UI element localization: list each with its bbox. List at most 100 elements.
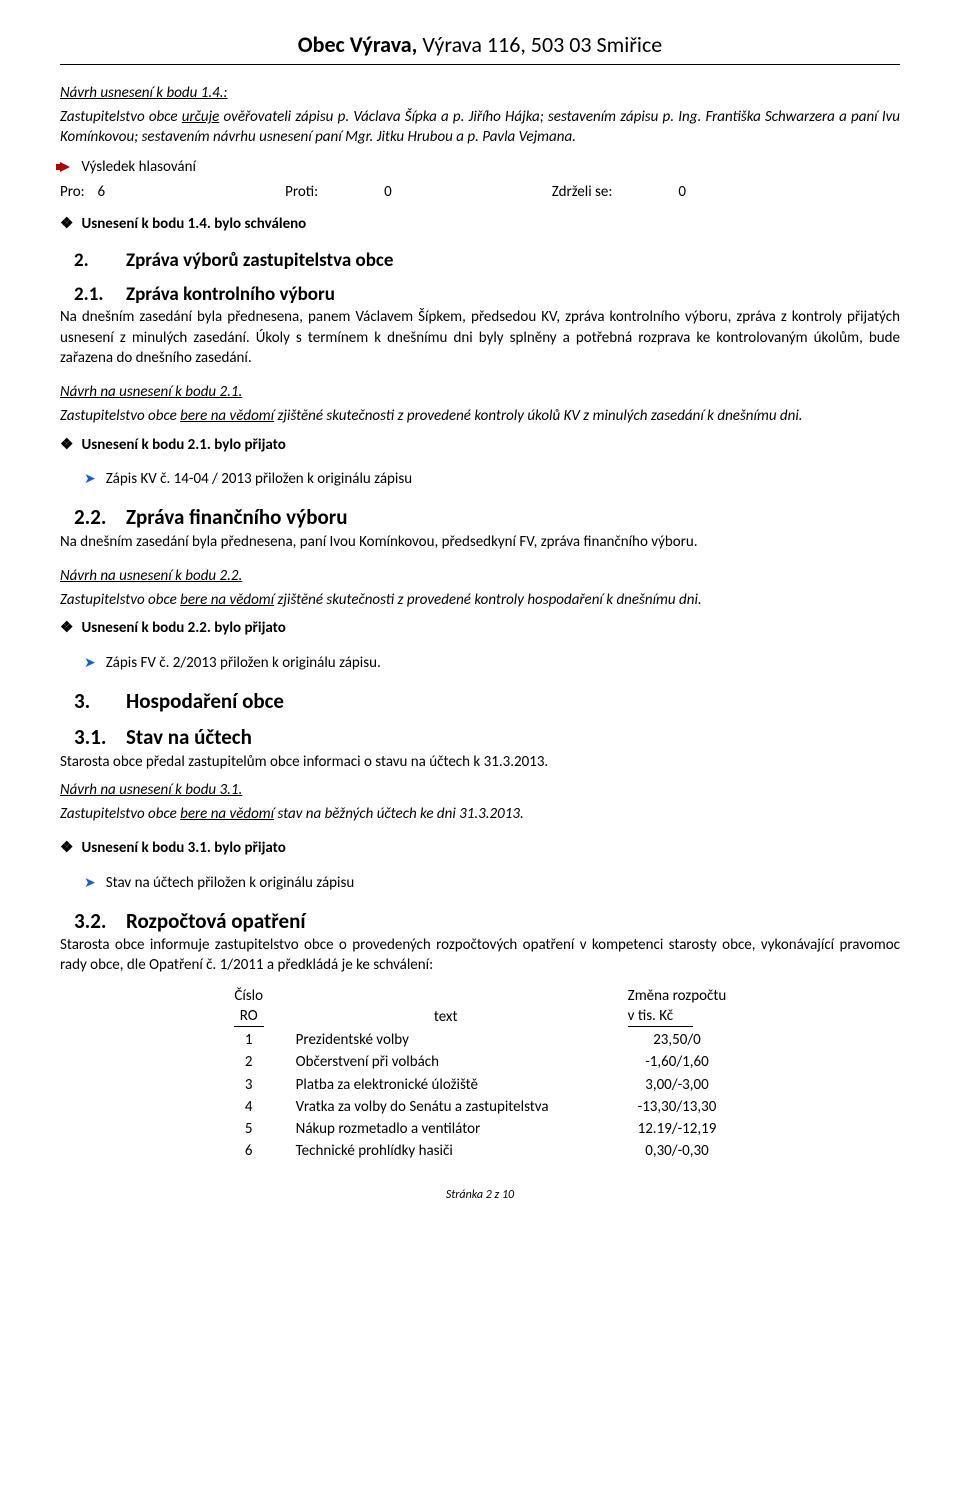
clover-icon: ❖ xyxy=(60,436,73,454)
p-2-2: Na dnešním zasedání byla přednesena, pan… xyxy=(60,532,900,552)
resolution-2-1: ❖Usnesení k bodu 2.1. bylo přijato xyxy=(60,435,900,455)
vote-proti: Proti: xyxy=(285,182,324,202)
cell-text: Technické prohlídky hasiči xyxy=(280,1140,612,1162)
t: Zastupitelstvo obce xyxy=(60,591,180,609)
t: Změna rozpočtu xyxy=(628,987,727,1005)
clover-icon: ❖ xyxy=(60,619,73,637)
cell-text: Občerstvení při volbách xyxy=(280,1051,612,1073)
table-row: 5Nákup rozmetadlo a ventilátor12.19/-12,… xyxy=(218,1118,743,1140)
header-address: Výrava 116, 503 03 Smiřice xyxy=(422,31,662,58)
table-row: 3Platba za elektronické úložiště3,00/-3,… xyxy=(218,1074,743,1096)
t: bere na vědomí xyxy=(180,805,274,823)
t: Zdrželi se: xyxy=(552,183,613,201)
cell-num: 1 xyxy=(218,1029,280,1051)
t: Zastupitelstvo obce xyxy=(60,805,180,823)
vote-proti-v: 0 xyxy=(384,182,392,202)
t: bere na vědomí xyxy=(180,591,274,609)
arrow-icon xyxy=(60,162,70,172)
cell-text: Platba za elektronické úložiště xyxy=(280,1074,612,1096)
draft-title-2-1: Návrh na usnesení k bodu 2.1. xyxy=(60,382,900,402)
num: 2.1. xyxy=(74,282,126,308)
p-3-1: Starosta obce předal zastupitelům obce i… xyxy=(60,752,900,772)
title: Hospodaření obce xyxy=(126,687,284,715)
t: určuje xyxy=(182,108,220,126)
resolution-3-1: ❖Usnesení k bodu 3.1. bylo přijato xyxy=(60,838,900,858)
p-3-2: Starosta obce informuje zastupitelstvo o… xyxy=(60,935,900,976)
t: RO xyxy=(234,1006,264,1027)
cell-num: 4 xyxy=(218,1096,280,1118)
num: 3.1. xyxy=(74,723,126,751)
triangle-icon: ➤ xyxy=(84,470,96,487)
vote-row: Pro: 6 Proti: 0 Zdrželi se: 0 xyxy=(60,182,900,202)
t: v tis. Kč xyxy=(628,1006,693,1027)
page-footer: Stránka 2 z 10 xyxy=(60,1187,900,1203)
t: Zápis FV č. 2/2013 přiložen k originálu … xyxy=(106,654,381,672)
t: Usnesení k bodu 1.4. bylo schváleno xyxy=(81,215,306,233)
t: Číslo xyxy=(234,987,263,1005)
vote-heading: Výsledek hlasování xyxy=(60,157,900,177)
t: stav na běžných účtech ke dni 31.3.2013. xyxy=(274,805,524,823)
t: zjištěné skutečnosti z provedené kontrol… xyxy=(274,407,802,425)
t: Proti: xyxy=(285,183,318,201)
vote-zdr: Zdrželi se: xyxy=(552,182,619,202)
draft-title-2-2: Návrh na usnesení k bodu 2.2. xyxy=(60,566,900,586)
t: Zastupitelstvo obce xyxy=(60,407,180,425)
th-text: text xyxy=(280,984,612,1030)
triangle-icon: ➤ xyxy=(84,874,96,891)
heading-3: 3. Hospodaření obce xyxy=(74,687,900,715)
budget-table: Číslo RO text Změna rozpočtu v tis. Kč 1… xyxy=(218,984,743,1163)
resolution-2-2: ❖ Usnesení k bodu 2.2. bylo přijato xyxy=(60,618,900,638)
cell-val: 3,00/-3,00 xyxy=(612,1074,743,1096)
t: 6 xyxy=(97,183,105,201)
title: Zpráva výborů zastupitelstva obce xyxy=(126,248,393,274)
t: bere na vědomí xyxy=(180,407,274,425)
cell-text: Prezidentské volby xyxy=(280,1029,612,1051)
draft-title-1-4: Návrh usnesení k bodu 1.4.: xyxy=(60,83,900,103)
heading-2: 2. Zpráva výborů zastupitelstva obce xyxy=(74,248,900,274)
t: Zápis KV č. 14-04 / 2013 přiložen k orig… xyxy=(106,470,412,488)
cell-num: 5 xyxy=(218,1118,280,1140)
cell-val: 12.19/-12,19 xyxy=(612,1118,743,1140)
clover-icon: ❖ xyxy=(60,839,73,857)
cell-val: -13,30/13,30 xyxy=(612,1096,743,1118)
title: Zpráva kontrolního výboru xyxy=(126,282,335,308)
attach-2-2: ➤ Zápis FV č. 2/2013 přiložen k originálu… xyxy=(60,653,900,673)
cell-val: 23,50/0 xyxy=(612,1029,743,1051)
triangle-icon: ➤ xyxy=(84,654,96,671)
heading-3-2: 3.2. Rozpočtová opatření xyxy=(74,907,900,935)
cell-num: 3 xyxy=(218,1074,280,1096)
cell-text: Nákup rozmetadlo a ventilátor xyxy=(280,1118,612,1140)
heading-2-2: 2.2. Zpráva finančního výboru xyxy=(74,503,900,531)
table-row: 6Technické prohlídky hasiči0,30/-0,30 xyxy=(218,1140,743,1162)
t: Stav na účtech přiložen k originálu zápi… xyxy=(106,874,355,892)
num: 2. xyxy=(74,248,126,274)
attach-3-1: ➤ Stav na účtech přiložen k originálu záp… xyxy=(60,873,900,893)
vote-pro: Pro: 6 xyxy=(60,182,105,202)
table-row: 2Občerstvení při volbách-1,60/1,60 xyxy=(218,1051,743,1073)
t: Usnesení k bodu 2.2. bylo přijato xyxy=(81,619,285,637)
num: 2.2. xyxy=(74,503,126,531)
title: Stav na účtech xyxy=(126,723,252,751)
clover-icon: ❖ xyxy=(60,215,73,233)
t: Pro: xyxy=(60,183,85,201)
t: zjištěné skutečnosti z provedené kontrol… xyxy=(274,591,702,609)
cell-num: 6 xyxy=(218,1140,280,1162)
heading-3-1: 3.1. Stav na účtech xyxy=(74,723,900,751)
resolution-1-4: ❖ Usnesení k bodu 1.4. bylo schváleno xyxy=(60,214,900,234)
draft-title-3-1: Návrh na usnesení k bodu 3.1. xyxy=(60,780,900,800)
draft-body-1-4: Zastupitelstvo obce určuje ověřovateli z… xyxy=(60,107,900,148)
table-row: 4Vratka za volby do Senátu a zastupitels… xyxy=(218,1096,743,1118)
num: 3. xyxy=(74,687,126,715)
table-row: 1Prezidentské volby23,50/0 xyxy=(218,1029,743,1051)
draft-body-2-1: Zastupitelstvo obce bere na vědomí zjišt… xyxy=(60,406,900,426)
header-rule xyxy=(60,64,900,65)
heading-2-1: 2.1. Zpráva kontrolního výboru xyxy=(74,282,900,308)
vote-label: Výsledek hlasování xyxy=(81,158,196,176)
draft-body-2-2: Zastupitelstvo obce bere na vědomí zjišt… xyxy=(60,590,900,610)
cell-val: 0,30/-0,30 xyxy=(612,1140,743,1162)
vote-zdr-v: 0 xyxy=(678,182,686,202)
t: text xyxy=(434,1008,458,1026)
cell-val: -1,60/1,60 xyxy=(612,1051,743,1073)
p-2-1: Na dnešním zasedání byla přednesena, pan… xyxy=(60,307,900,368)
cell-text: Vratka za volby do Senátu a zastupitelst… xyxy=(280,1096,612,1118)
